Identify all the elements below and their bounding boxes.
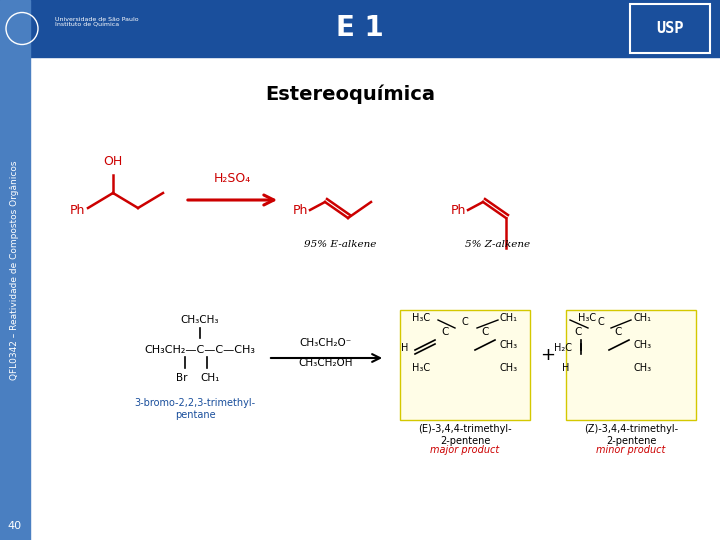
Text: Estereoquímica: Estereoquímica [265,85,435,105]
Text: H: H [401,343,409,353]
Text: 40: 40 [8,521,22,531]
Text: CH₃: CH₃ [500,340,518,350]
Text: +: + [541,346,556,364]
Text: CH₃CH₂—C—C—CH₃: CH₃CH₂—C—C—CH₃ [145,345,256,355]
Text: Ph: Ph [451,204,466,217]
Text: CH₃CH₂OH: CH₃CH₂OH [299,358,354,368]
Bar [0,0,720,57]
Text: H₃C: H₃C [412,313,430,323]
Text: USP: USP [657,21,684,36]
Bar [400,310,530,420]
Text: C: C [598,317,604,327]
Text: CH₃CH₂O⁻: CH₃CH₂O⁻ [300,338,352,348]
Text: major product: major product [431,445,500,455]
Bar [0,0,30,540]
Text: OH: OH [104,155,122,168]
Text: Universidade de São Paulo
Instituto de Química: Universidade de São Paulo Instituto de Q… [55,17,139,28]
Text: C: C [441,327,449,337]
Text: C: C [481,327,489,337]
Text: CH₃: CH₃ [634,340,652,350]
Text: (Z)-3,4,4-trimethyl-
2-pentene: (Z)-3,4,4-trimethyl- 2-pentene [584,424,678,446]
Text: CH₃: CH₃ [634,363,652,373]
Text: Ph: Ph [70,204,85,217]
Text: H₃C: H₃C [412,363,430,373]
Bar [630,4,710,53]
Text: CH₁: CH₁ [634,313,652,323]
Text: CH₃CH₃: CH₃CH₃ [181,315,220,325]
Text: CH₁: CH₁ [500,313,518,323]
Text: H₂SO₄: H₂SO₄ [213,172,251,185]
Text: H: H [562,363,570,373]
Text: H₃C: H₃C [578,313,596,323]
Text: E 1: E 1 [336,15,384,43]
Text: C: C [462,317,469,327]
Text: 3-bromo-2,2,3-trimethyl-
pentane: 3-bromo-2,2,3-trimethyl- pentane [135,398,256,420]
Text: Ph: Ph [292,204,308,217]
Text: Br: Br [176,373,188,383]
Text: C: C [614,327,621,337]
Text: 5% Z-alkene: 5% Z-alkene [465,240,531,249]
Text: 95% E-alkene: 95% E-alkene [304,240,376,249]
Text: minor product: minor product [596,445,666,455]
Text: C: C [575,327,582,337]
Text: H₂C: H₂C [554,343,572,353]
Text: QFL0342 – Reatividade de Compostos Orgânicos: QFL0342 – Reatividade de Compostos Orgân… [11,160,19,380]
Text: (E)-3,4,4-trimethyl-
2-pentene: (E)-3,4,4-trimethyl- 2-pentene [418,424,512,446]
Text: CH₃: CH₃ [500,363,518,373]
Text: CH₁: CH₁ [200,373,220,383]
Bar [566,310,696,420]
